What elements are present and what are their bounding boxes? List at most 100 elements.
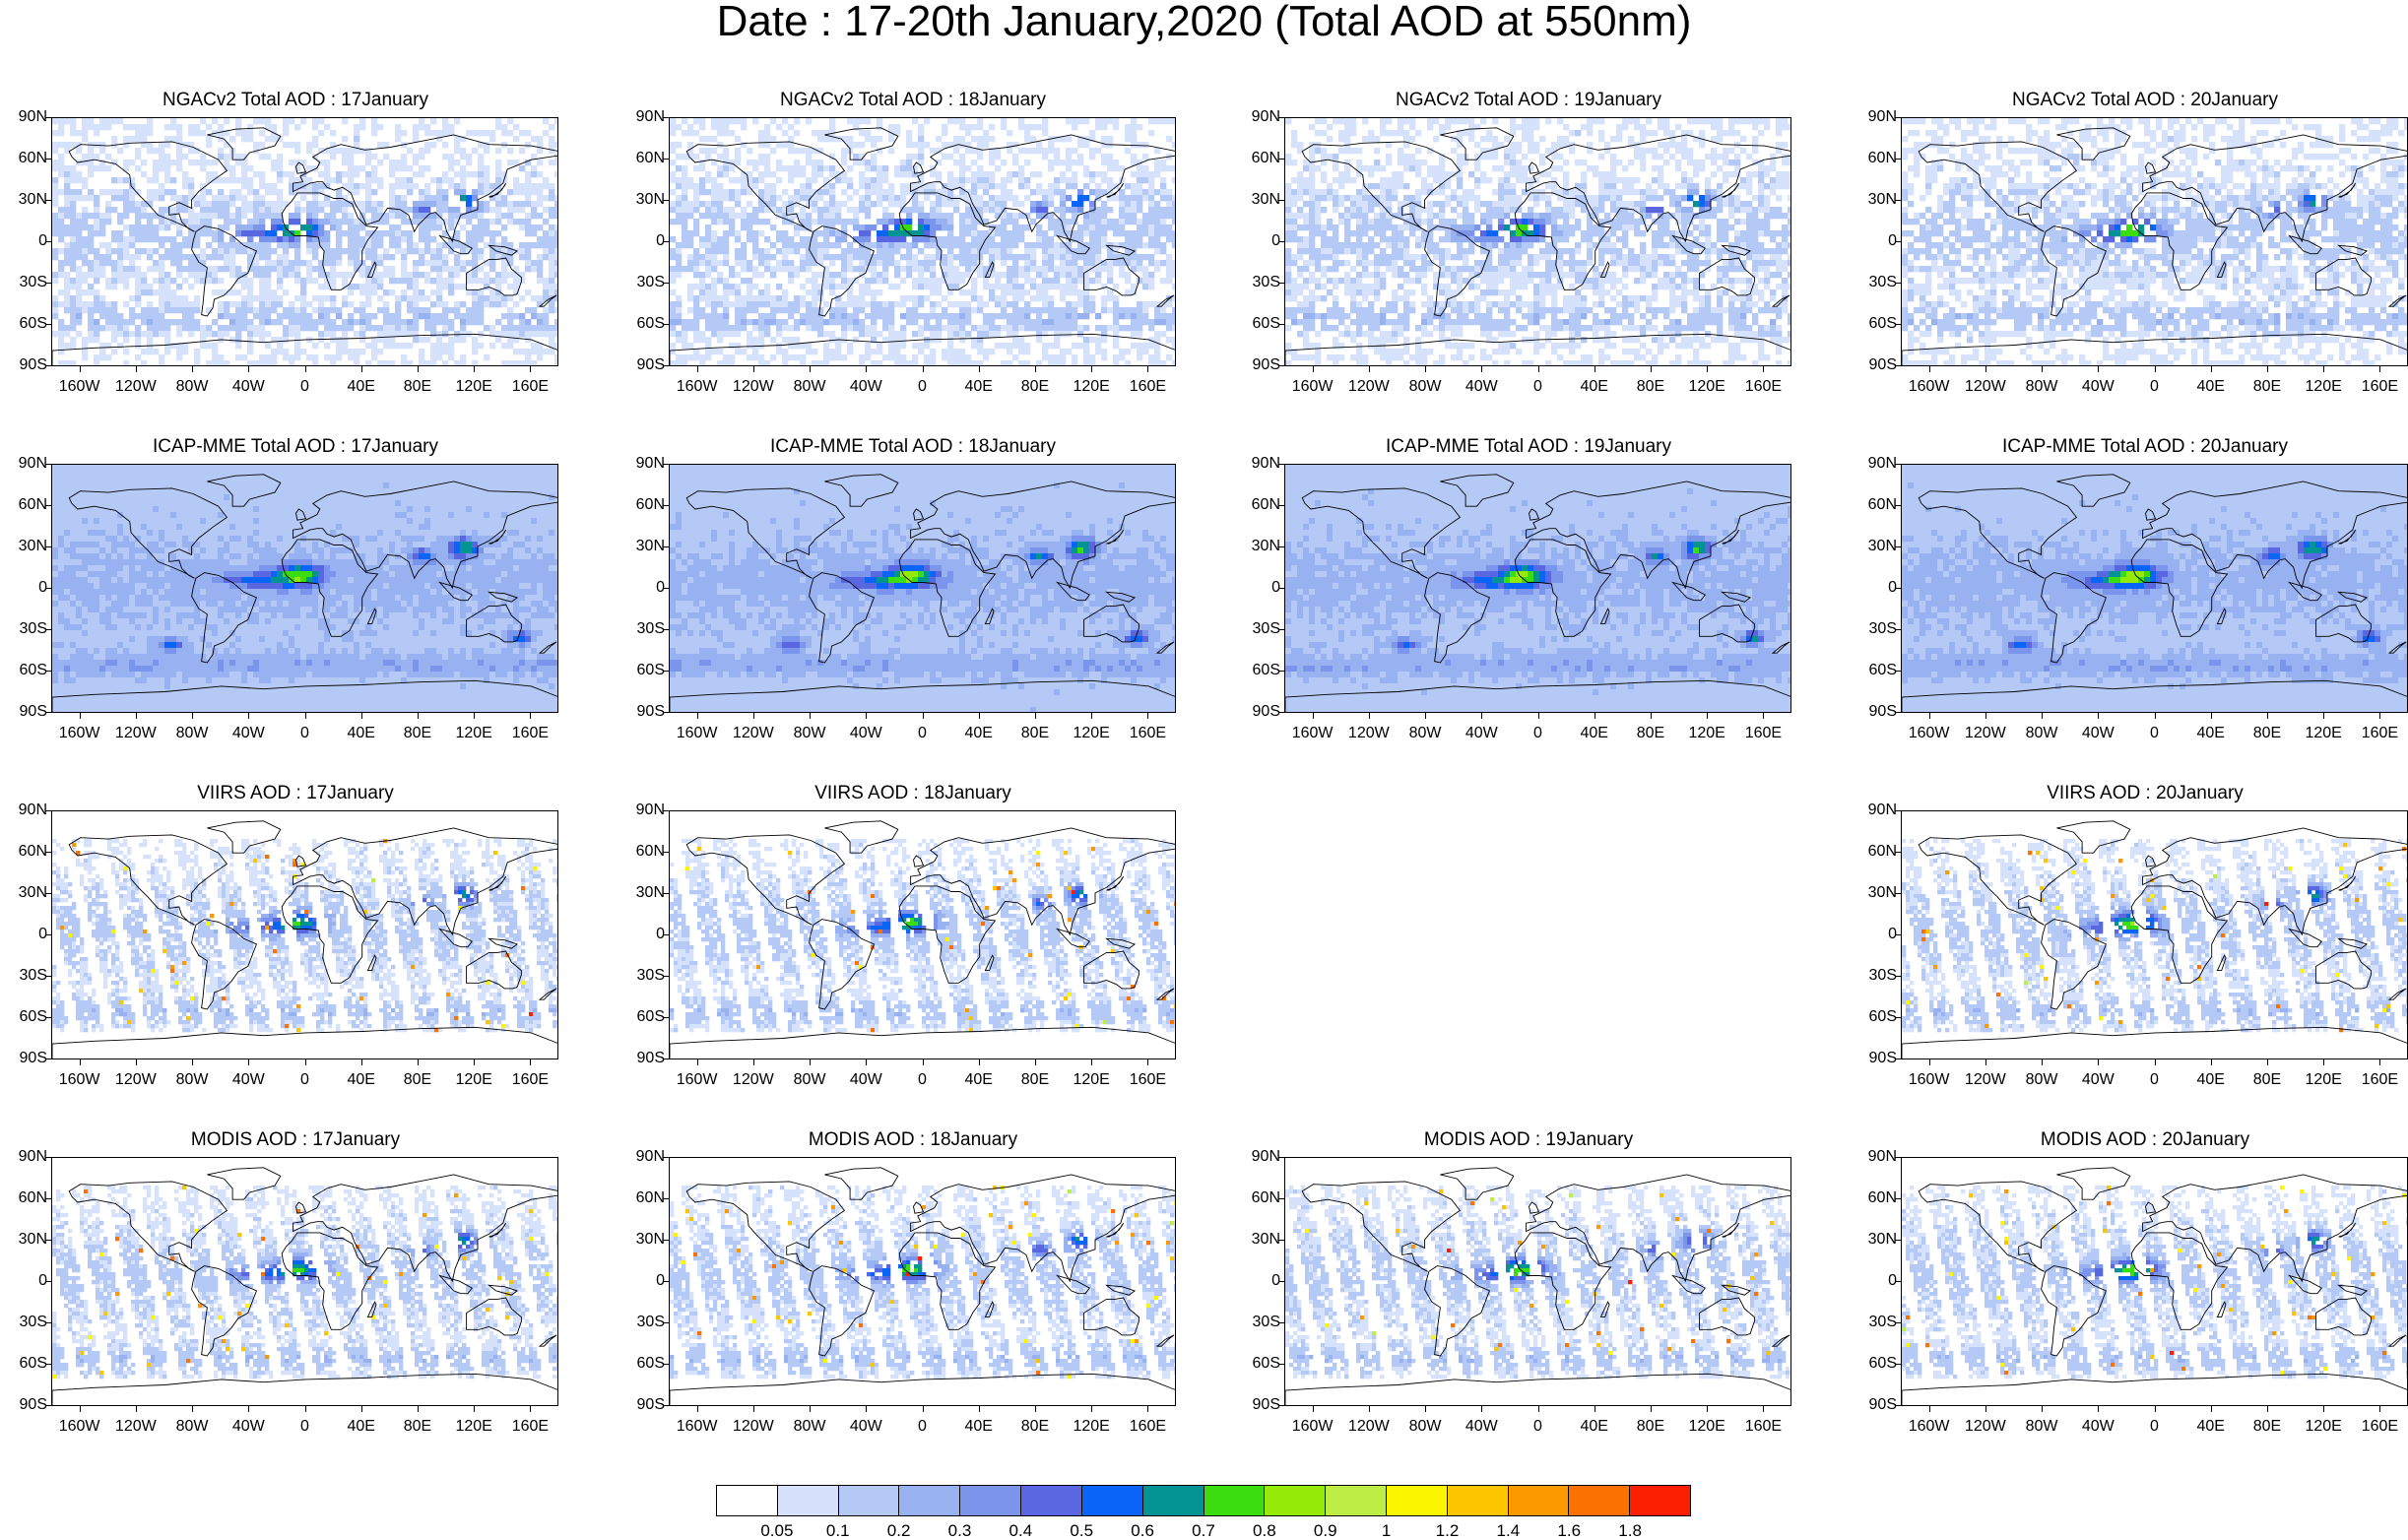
longitude-tick <box>1035 1059 1036 1065</box>
latitude-label: 60N <box>1237 151 1280 166</box>
latitude-label: 30S <box>4 968 47 984</box>
latitude-tick <box>1895 1364 1901 1365</box>
longitude-label: 40E <box>1565 726 1624 741</box>
latitude-tick <box>1278 117 1284 118</box>
longitude-tick <box>418 1059 419 1065</box>
latitude-tick <box>663 1281 669 1282</box>
longitude-label: 40E <box>949 726 1009 741</box>
longitude-label: 80E <box>1621 379 1680 395</box>
latitude-label: 90S <box>1237 1397 1280 1413</box>
latitude-label: 60N <box>1854 151 1897 166</box>
longitude-tick <box>80 713 81 719</box>
latitude-label: 60S <box>4 1356 47 1372</box>
latitude-label: 90N <box>621 456 665 472</box>
longitude-label: 0 <box>893 379 952 395</box>
latitude-tick <box>45 464 51 465</box>
longitude-label: 80E <box>388 1072 447 1088</box>
latitude-label: 90N <box>4 109 47 125</box>
colorbar-swatch <box>1204 1486 1266 1515</box>
longitude-tick <box>1538 366 1539 372</box>
latitude-label: 0 <box>1854 233 1897 249</box>
figure-title: Date : 17-20th January,2020 (Total AOD a… <box>0 0 2408 43</box>
latitude-tick <box>1895 671 1901 672</box>
longitude-tick <box>2155 366 2156 372</box>
colorbar-tick-label: 0.4 <box>991 1522 1050 1539</box>
longitude-tick <box>697 1059 698 1065</box>
latitude-tick <box>1278 712 1284 713</box>
longitude-label: 40E <box>949 1419 1009 1435</box>
longitude-tick <box>2098 366 2099 372</box>
longitude-tick <box>1313 713 1314 719</box>
colorbar-swatch <box>717 1486 778 1515</box>
longitude-label: 80W <box>163 379 222 395</box>
longitude-label: 40E <box>949 1072 1009 1088</box>
longitude-tick <box>361 1406 362 1412</box>
latitude-label: 90N <box>1237 456 1280 472</box>
longitude-label: 120E <box>2294 1072 2353 1088</box>
aod-field <box>52 1158 558 1406</box>
aod-field <box>1285 118 1791 366</box>
latitude-label: 90N <box>1854 802 1897 818</box>
longitude-tick <box>866 366 867 372</box>
latitude-label: 0 <box>4 233 47 249</box>
longitude-tick <box>474 1406 475 1412</box>
latitude-tick <box>1278 1240 1284 1241</box>
longitude-tick <box>192 1059 193 1065</box>
longitude-tick <box>2098 1059 2099 1065</box>
latitude-tick <box>663 588 669 589</box>
latitude-tick <box>1278 671 1284 672</box>
longitude-label: 40W <box>836 726 895 741</box>
longitude-tick <box>1538 1406 1539 1412</box>
latitude-label: 30S <box>621 621 665 637</box>
longitude-label: 40E <box>2181 726 2241 741</box>
panel-title: NGACv2 Total AOD : 18January <box>618 91 1208 109</box>
latitude-tick <box>663 1364 669 1365</box>
longitude-tick <box>361 713 362 719</box>
latitude-label: 60N <box>621 497 665 513</box>
latitude-tick <box>1895 934 1901 935</box>
colorbar-swatch <box>1021 1486 1082 1515</box>
latitude-tick <box>45 1322 51 1323</box>
latitude-tick <box>1278 464 1284 465</box>
longitude-tick <box>697 1406 698 1412</box>
longitude-label: 160W <box>1900 1072 1959 1088</box>
latitude-tick <box>663 241 669 242</box>
aod-field <box>1902 465 2408 713</box>
colorbar-swatch <box>960 1486 1021 1515</box>
longitude-label: 120W <box>1956 379 2015 395</box>
latitude-tick <box>1278 1322 1284 1323</box>
longitude-label: 120W <box>724 379 783 395</box>
longitude-label: 120E <box>444 379 503 395</box>
longitude-tick <box>1651 366 1652 372</box>
longitude-label: 40E <box>1565 379 1624 395</box>
latitude-tick <box>45 365 51 366</box>
latitude-label: 60N <box>1237 497 1280 513</box>
longitude-label: 0 <box>276 1419 335 1435</box>
latitude-tick <box>45 505 51 506</box>
latitude-label: 60S <box>4 316 47 332</box>
longitude-tick <box>1481 1406 1482 1412</box>
latitude-label: 90N <box>1854 109 1897 125</box>
panel-title: ICAP-MME Total AOD : 17January <box>0 437 591 456</box>
colorbar-swatch <box>839 1486 900 1515</box>
longitude-tick <box>474 366 475 372</box>
latitude-tick <box>1895 241 1901 242</box>
latitude-label: 0 <box>4 927 47 942</box>
longitude-label: 160W <box>1900 1419 1959 1435</box>
latitude-tick <box>45 159 51 160</box>
latitude-label: 30S <box>4 275 47 290</box>
longitude-label: 160E <box>1118 1072 1177 1088</box>
longitude-tick <box>2379 1406 2380 1412</box>
longitude-label: 120W <box>724 726 783 741</box>
longitude-tick <box>2267 1406 2268 1412</box>
latitude-label: 30N <box>621 192 665 208</box>
latitude-label: 0 <box>1237 1273 1280 1289</box>
longitude-tick <box>810 713 811 719</box>
latitude-label: 30S <box>1237 275 1280 290</box>
latitude-label: 30S <box>1854 1315 1897 1330</box>
longitude-label: 80E <box>2238 1419 2297 1435</box>
longitude-tick <box>1147 1059 1148 1065</box>
latitude-label: 30S <box>1854 275 1897 290</box>
